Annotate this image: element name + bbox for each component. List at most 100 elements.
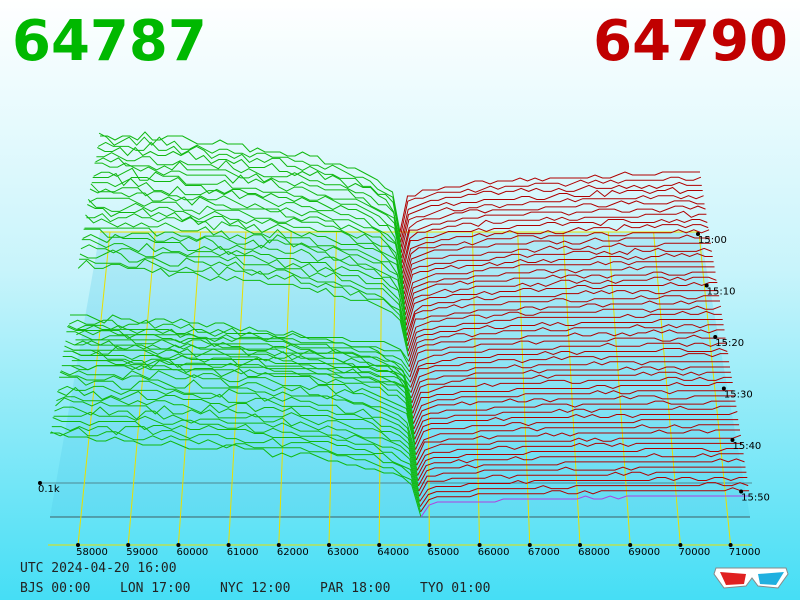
ask-depth-line xyxy=(420,487,750,513)
floor-grid-line xyxy=(328,231,337,546)
bid-depth-line xyxy=(91,177,404,279)
ask-depth-line xyxy=(417,448,743,476)
clock: PAR 18:00 xyxy=(320,581,390,596)
ask-depth-line xyxy=(402,224,709,279)
ask-depth-line xyxy=(408,324,724,367)
time-label: 15:20 xyxy=(715,338,744,349)
floor-grid-line xyxy=(426,231,430,546)
price-dot xyxy=(327,543,331,547)
price-dot xyxy=(276,543,281,547)
clock: TYO 01:00 xyxy=(420,581,490,596)
ask-depth-line xyxy=(415,424,740,456)
bid-depth-line xyxy=(64,345,415,435)
bid-depth-line xyxy=(98,132,401,238)
ask-depth-line xyxy=(415,419,739,450)
ask-depth-line xyxy=(404,261,714,310)
bid-depth-line xyxy=(67,324,414,414)
price-label: 69000 xyxy=(628,547,660,558)
price-dot xyxy=(427,543,432,547)
ask-depth-line xyxy=(403,247,712,300)
bid-depth-line xyxy=(95,157,403,258)
bid-depth-line xyxy=(56,396,419,481)
price-dot xyxy=(527,543,532,547)
bid-depth-line xyxy=(80,244,408,341)
price-label: 62000 xyxy=(277,547,309,558)
bid-depth-line xyxy=(84,227,407,321)
price-dot xyxy=(176,543,181,547)
bid-depth-line xyxy=(85,214,406,315)
ask-depth-line xyxy=(415,429,740,461)
bid-depth-line xyxy=(88,197,405,295)
ask-depth-line xyxy=(401,200,705,259)
price-dot xyxy=(377,543,382,547)
bid-depth-line xyxy=(87,204,406,305)
ask-depth-line xyxy=(411,371,731,409)
bid-depth-line xyxy=(59,371,417,461)
bid-depth-line xyxy=(92,172,404,274)
bid-depth-line xyxy=(57,386,419,476)
price-dot xyxy=(678,543,683,547)
bid-depth-line xyxy=(100,131,401,233)
bid-depth-line xyxy=(79,258,409,352)
3d-glasses-icon[interactable] xyxy=(713,567,789,589)
ask-depth-line xyxy=(416,442,742,471)
floor-grid-line xyxy=(177,231,202,546)
bid-depth-line xyxy=(83,228,407,326)
ask-depth-line xyxy=(417,458,745,487)
depth-label: 0.1k xyxy=(38,484,60,495)
ask-depth-line xyxy=(399,176,702,238)
ask-depth-line xyxy=(417,453,744,481)
price-label: 70000 xyxy=(678,547,710,558)
ask-depth-line xyxy=(407,300,720,347)
bid-depth-line xyxy=(55,397,419,487)
price-dot xyxy=(477,543,482,547)
time-dot xyxy=(730,438,735,442)
price-label: 59000 xyxy=(126,547,158,558)
bid-depth-line xyxy=(89,188,405,290)
time-dot xyxy=(713,335,718,339)
ask-depth-line xyxy=(400,195,704,253)
ask-depth-line xyxy=(405,271,716,321)
price-label: 63000 xyxy=(327,547,359,558)
bid-depth-line xyxy=(87,199,405,300)
ask-depth-line xyxy=(400,181,702,243)
ask-depth-line xyxy=(403,234,710,290)
bid-depth-line xyxy=(97,141,402,243)
bid-depth-line xyxy=(72,351,412,388)
bid-depth-line xyxy=(66,331,414,424)
price-label: 71000 xyxy=(729,547,761,558)
ask-depth-line xyxy=(413,390,734,424)
ask-price: 64790 xyxy=(593,9,788,74)
axis-labels: 58000 59000 60000 61000 62000 63000 64000 65000… xyxy=(76,232,770,558)
bid-depth-line xyxy=(82,233,408,331)
bid-depth-line xyxy=(74,340,411,378)
ask-depth-line xyxy=(402,218,708,274)
ask-depth-line xyxy=(406,290,719,336)
price-dot xyxy=(728,543,733,547)
floor-grid-line xyxy=(607,231,631,546)
time-label: 15:10 xyxy=(707,287,736,298)
ask-depth-line xyxy=(419,477,748,502)
clock: NYC 12:00 xyxy=(220,581,290,596)
bid-depth-line xyxy=(61,365,416,450)
time-dot xyxy=(721,386,726,391)
floor-grid-line xyxy=(77,231,111,546)
depth-dot xyxy=(38,481,42,485)
clocks: BJS 00:00 LON 17:00 NYC 12:00 PAR 18:00 TYO … xyxy=(20,581,490,596)
bid-depth-line xyxy=(96,152,402,253)
bid-depth-line xyxy=(77,259,409,357)
time-dot xyxy=(696,232,700,236)
ask-depth-line xyxy=(406,281,718,331)
price-label: 58000 xyxy=(76,547,108,558)
price-label: 65000 xyxy=(427,547,459,558)
bid-depth-line xyxy=(57,385,418,471)
price-label: 67000 xyxy=(528,547,560,558)
clock: LON 17:00 xyxy=(120,581,190,596)
bid-depth-line xyxy=(79,249,409,347)
ask-depth-line xyxy=(411,366,730,404)
ask-depth-line xyxy=(408,319,723,362)
time-dot xyxy=(704,283,709,288)
ask-depth-line xyxy=(403,242,711,295)
price-label: 64000 xyxy=(377,547,409,558)
